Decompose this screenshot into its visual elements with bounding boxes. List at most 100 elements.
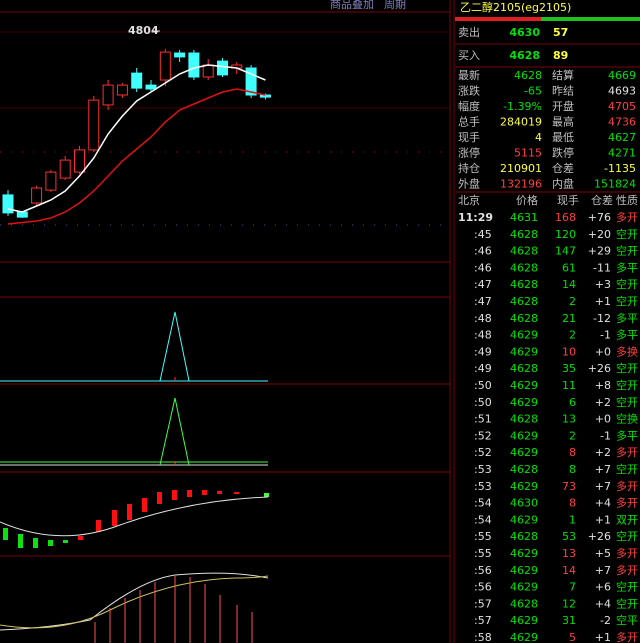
- tick-price: 4629: [510, 429, 538, 442]
- stat-label: 外盘: [458, 177, 480, 191]
- stat-label: 结算: [552, 68, 574, 82]
- stat-value: 151824: [594, 178, 636, 191]
- tick-price: 4629: [510, 564, 538, 577]
- tick-volume: 2: [569, 295, 576, 308]
- tick-volume: 14: [562, 278, 576, 291]
- tick-nature: 多开: [616, 496, 638, 510]
- tick-change: -12: [593, 312, 611, 325]
- tick-price: 4628: [510, 245, 538, 258]
- stats-table: 最新 4628 结算 4669 涨跌 -65 昨结 4693 幅度 -1.39% 开盘 4705 总手 2…: [458, 68, 636, 191]
- menu-item[interactable]: 商品叠加: [330, 0, 374, 11]
- tick-nature: 空开: [616, 378, 638, 392]
- tick-change: -11: [593, 261, 611, 274]
- tick-price: 4629: [510, 547, 538, 560]
- stat-label: 现手: [458, 130, 480, 144]
- candle-body: [31, 187, 43, 204]
- candle-body: [245, 67, 257, 96]
- tick-price: 4628: [510, 362, 538, 375]
- tick-time: :48: [474, 312, 492, 325]
- tick-price: 4628: [510, 278, 538, 291]
- tick-price: 4628: [510, 413, 538, 426]
- stat-value: 4627: [608, 131, 636, 144]
- panel-frame: [0, 0, 455, 643]
- stat-label: 最新: [458, 68, 480, 82]
- tick-change: +3: [595, 278, 611, 291]
- tick-nature: 多平: [616, 328, 638, 342]
- stat-label: 仓差: [552, 161, 574, 175]
- tick-nature: 双开: [616, 513, 638, 526]
- tick-change: -1: [600, 329, 611, 342]
- tick-volume: 7: [569, 581, 576, 594]
- tick-price: 4628: [510, 312, 538, 325]
- tick-price: 4631: [510, 211, 538, 224]
- candle-body: [159, 51, 171, 81]
- stat-label: 内盘: [552, 177, 574, 191]
- tick-price: 4628: [510, 597, 538, 610]
- tick-change: +7: [595, 480, 611, 493]
- stat-label: 最高: [552, 115, 574, 129]
- moving-average: [7, 64, 266, 213]
- tick-volume: 1: [569, 513, 576, 526]
- stat-label: 最低: [552, 131, 574, 144]
- tick-nature: 空开: [616, 227, 638, 241]
- stat-value: 4271: [608, 147, 636, 160]
- tick-price: 4629: [510, 446, 538, 459]
- tick-time: 11:29: [458, 211, 493, 224]
- tick-volume: 147: [555, 245, 576, 258]
- tick-nature: 多开: [616, 630, 638, 643]
- tick-header: 价格: [516, 193, 538, 207]
- tick-nature: 多开: [616, 479, 638, 493]
- tick-nature: 空开: [616, 580, 638, 594]
- stat-label: 涨跌: [458, 84, 480, 98]
- tick-time: :52: [474, 446, 492, 459]
- stat-value: 284019: [500, 116, 542, 129]
- candle-body: [88, 99, 100, 151]
- tick-change: +26: [588, 362, 611, 375]
- tick-volume: 13: [562, 413, 576, 426]
- tick-change: +1: [595, 513, 611, 526]
- tick-time: :50: [474, 379, 492, 392]
- tick-price: 4628: [510, 228, 538, 241]
- tick-nature: 多平: [616, 428, 638, 442]
- candle-body: [202, 64, 214, 78]
- tick-price: 4629: [510, 581, 538, 594]
- stat-value: 5115: [514, 147, 542, 160]
- stat-value: 210901: [500, 162, 542, 175]
- tick-volume: 61: [562, 261, 576, 274]
- tick-price: 4630: [510, 497, 538, 510]
- stat-label: 持仓: [458, 161, 480, 175]
- tick-time: :54: [474, 497, 492, 510]
- quote-label: 卖出: [458, 25, 480, 39]
- tick-volume: 14: [562, 564, 576, 577]
- stat-value: 4736: [608, 116, 636, 129]
- tick-volume: 6: [569, 396, 576, 409]
- stat-value: 4705: [608, 100, 636, 113]
- tick-change: +1: [595, 295, 611, 308]
- menu-item[interactable]: 周期: [384, 0, 406, 11]
- tick-price: 4629: [510, 329, 538, 342]
- tick-nature: 空开: [616, 596, 638, 610]
- moving-average: [7, 88, 266, 225]
- indicator-panels: [0, 311, 269, 643]
- tick-nature: 多平: [616, 311, 638, 325]
- tick-price: 4629: [510, 396, 538, 409]
- tick-time: :47: [474, 295, 492, 308]
- tick-volume: 21: [562, 312, 576, 325]
- tick-nature: 多开: [616, 563, 638, 577]
- tick-time: :56: [474, 564, 492, 577]
- stat-value: -1135: [604, 162, 636, 175]
- tick-change: +2: [595, 396, 611, 409]
- tick-time: :45: [474, 228, 492, 241]
- tick-change: +4: [595, 497, 611, 510]
- tick-price: 4628: [510, 261, 538, 274]
- contract-title: 乙二醇2105(eg2105): [460, 0, 571, 14]
- stat-value: 4669: [608, 69, 636, 82]
- stat-label: 幅度: [458, 99, 480, 113]
- tick-time: :50: [474, 396, 492, 409]
- tick-header: 北京: [458, 193, 480, 207]
- tick-price: 4629: [510, 614, 538, 627]
- tick-time: :56: [474, 581, 492, 594]
- tick-time: :57: [474, 614, 492, 627]
